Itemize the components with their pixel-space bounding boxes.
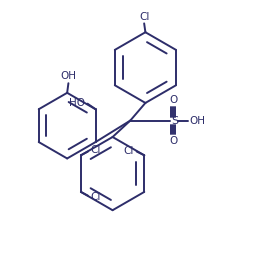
Text: OH: OH: [189, 116, 205, 125]
Text: HO: HO: [69, 98, 85, 108]
Text: Cl: Cl: [124, 146, 134, 156]
Text: O: O: [169, 95, 177, 105]
Text: Cl: Cl: [139, 12, 149, 22]
Text: O: O: [169, 136, 177, 146]
Text: S: S: [171, 116, 178, 125]
Text: Cl: Cl: [91, 192, 101, 202]
Text: Cl: Cl: [91, 145, 101, 155]
Text: OH: OH: [60, 71, 76, 81]
